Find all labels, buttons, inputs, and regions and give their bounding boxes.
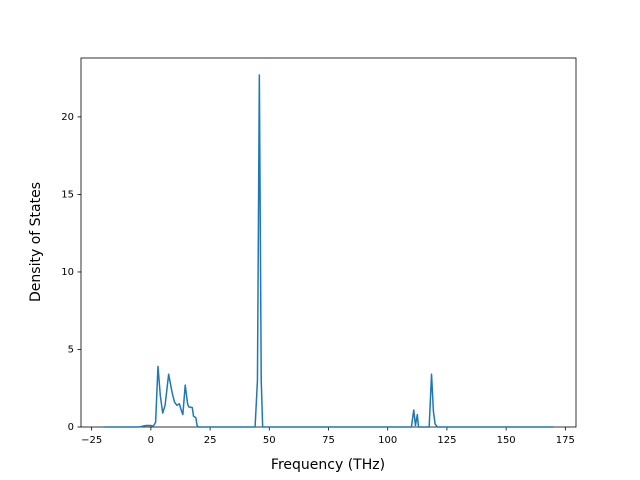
y-tick-label: 10 <box>61 267 74 278</box>
x-tick-label: 125 <box>437 435 456 446</box>
x-tick-label: 25 <box>204 435 217 446</box>
x-tick-label: −25 <box>81 435 102 446</box>
x-tick-label: 175 <box>556 435 575 446</box>
dos-line <box>103 74 554 428</box>
axes-frame <box>80 57 577 428</box>
x-tick-label: 150 <box>497 435 516 446</box>
y-tick-label: 15 <box>61 189 74 200</box>
y-tick-label: 20 <box>61 112 74 123</box>
y-tick-label: 0 <box>68 422 74 433</box>
y-tick-label: 5 <box>68 344 74 355</box>
x-tick-label: 100 <box>378 435 397 446</box>
y-axis-label: Density of States <box>28 182 44 302</box>
x-tick-label: 50 <box>263 435 276 446</box>
x-tick-label: 75 <box>322 435 335 446</box>
x-axis-label: Frequency (THz) <box>271 457 385 473</box>
x-tick-label: 0 <box>148 435 154 446</box>
